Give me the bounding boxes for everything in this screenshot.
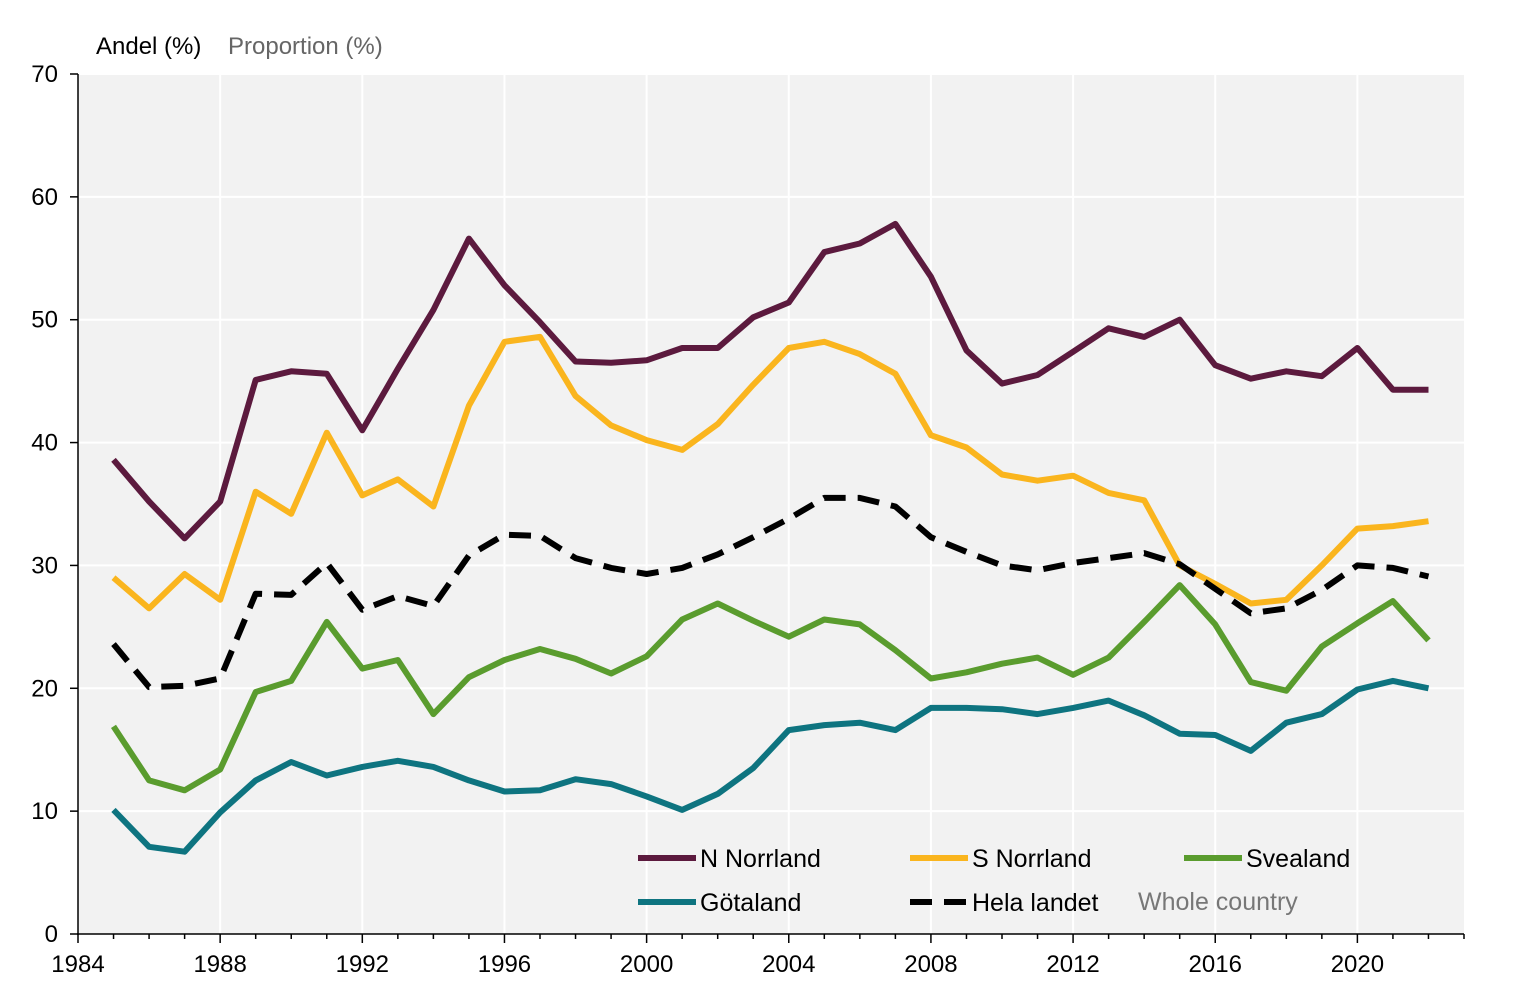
- x-tick-label: 1988: [193, 951, 246, 978]
- legend-label-3: Götaland: [700, 889, 801, 917]
- x-tick-label: 2004: [762, 951, 815, 978]
- axes: 0 10 20 30 40 50 60 70 1984 1988 1992 1996 2000 2004 2…: [31, 61, 1465, 978]
- legend-label-0: N Norrland: [700, 845, 821, 873]
- y-tick-label: 50: [31, 307, 58, 334]
- plot-background: [78, 74, 1464, 934]
- x-tick-label: 1984: [51, 951, 104, 978]
- series-line-0: [111, 220, 1429, 542]
- y-tick-label: 40: [31, 430, 58, 457]
- series-line-1: [111, 333, 1429, 612]
- series-line-4: [111, 494, 1430, 691]
- y-tick-label: 60: [31, 184, 58, 211]
- y-tick-label: 30: [31, 552, 58, 579]
- series-lines: [110, 220, 1431, 855]
- y-tick-label: 70: [31, 61, 58, 88]
- y-tick-label: 10: [31, 798, 58, 825]
- x-tick-label: 2016: [1189, 951, 1242, 978]
- legend-label-2: Svealand: [1246, 845, 1350, 873]
- gridlines: [78, 73, 1464, 934]
- y-tick-label: 0: [45, 921, 58, 948]
- legend-label-alt-4: Whole country: [1138, 888, 1298, 916]
- x-tick-label: 2020: [1331, 951, 1384, 978]
- series-line-3: [111, 677, 1430, 855]
- x-tick-label: 2000: [620, 951, 673, 978]
- x-tick-label: 2008: [904, 951, 957, 978]
- x-tick-label: 1996: [478, 951, 531, 978]
- legend-label-4: Hela landet: [972, 889, 1099, 917]
- x-tick-label: 2012: [1046, 951, 1099, 978]
- y-tick-label: 20: [31, 675, 58, 702]
- series-line-2: [110, 582, 1431, 794]
- y-axis-label-alt: Proportion (%): [228, 33, 383, 60]
- x-tick-label: 1992: [336, 951, 389, 978]
- legend: N Norrland S Norrland Svealand Götaland Hela…: [638, 845, 1350, 917]
- legend-label-1: S Norrland: [972, 845, 1092, 873]
- y-axis-label: Andel (%): [96, 33, 201, 60]
